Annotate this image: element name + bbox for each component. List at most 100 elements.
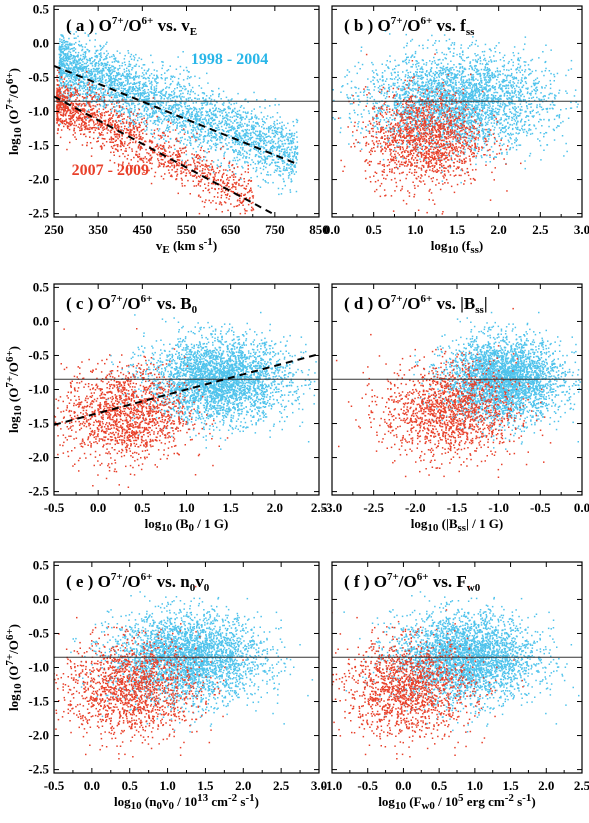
data-point bbox=[425, 83, 427, 86]
data-point bbox=[111, 86, 114, 89]
data-point bbox=[403, 60, 405, 63]
data-point bbox=[269, 116, 272, 119]
data-point bbox=[60, 76, 63, 79]
data-point bbox=[133, 59, 135, 61]
data-point bbox=[106, 73, 108, 75]
data-point bbox=[104, 80, 107, 82]
data-point bbox=[63, 104, 65, 106]
data-point bbox=[167, 155, 169, 158]
data-point bbox=[276, 156, 278, 159]
data-point bbox=[56, 78, 58, 81]
data-point bbox=[148, 94, 150, 97]
data-point bbox=[75, 37, 77, 39]
data-point bbox=[145, 78, 147, 80]
data-point bbox=[73, 61, 75, 64]
data-point bbox=[108, 79, 111, 81]
data-point bbox=[99, 113, 102, 115]
data-point bbox=[66, 125, 69, 127]
data-point bbox=[291, 140, 294, 142]
data-point bbox=[68, 109, 70, 112]
data-point bbox=[282, 145, 285, 147]
data-point bbox=[92, 61, 94, 63]
data-point bbox=[135, 90, 137, 92]
data-point bbox=[98, 128, 100, 130]
data-point bbox=[79, 65, 81, 67]
data-point bbox=[234, 135, 237, 138]
data-point bbox=[206, 121, 209, 124]
data-point bbox=[80, 113, 82, 116]
data-point bbox=[181, 115, 183, 117]
data-point bbox=[270, 127, 272, 129]
data-point bbox=[86, 93, 89, 95]
data-point bbox=[287, 139, 289, 142]
data-point bbox=[160, 101, 163, 104]
data-point bbox=[191, 136, 193, 138]
data-point bbox=[276, 168, 279, 170]
data-point bbox=[274, 124, 276, 126]
data-point bbox=[95, 32, 97, 35]
data-point bbox=[129, 125, 131, 128]
data-point bbox=[115, 109, 117, 111]
data-point bbox=[428, 73, 430, 75]
data-point bbox=[248, 137, 251, 139]
data-point bbox=[102, 101, 105, 104]
data-point bbox=[499, 59, 502, 61]
data-point bbox=[141, 72, 144, 74]
data-point bbox=[122, 153, 124, 155]
data-point bbox=[163, 164, 165, 166]
data-point bbox=[160, 162, 162, 165]
data-point bbox=[171, 91, 173, 93]
data-point bbox=[251, 195, 254, 197]
data-point bbox=[95, 76, 97, 78]
data-point bbox=[84, 52, 87, 54]
data-point bbox=[134, 123, 136, 125]
data-point bbox=[106, 126, 108, 128]
data-point bbox=[214, 109, 217, 111]
data-point bbox=[62, 115, 64, 117]
data-point bbox=[193, 126, 195, 129]
data-point bbox=[236, 156, 238, 159]
x-tick-label: 650 bbox=[221, 222, 241, 237]
data-point bbox=[247, 203, 250, 206]
data-point bbox=[271, 159, 274, 161]
data-point bbox=[112, 65, 114, 68]
data-point bbox=[135, 115, 138, 117]
data-point bbox=[88, 116, 91, 119]
data-point bbox=[255, 170, 257, 173]
data-point bbox=[191, 111, 193, 113]
data-point bbox=[200, 114, 202, 116]
data-point bbox=[270, 125, 272, 127]
data-point bbox=[67, 92, 69, 95]
data-point bbox=[154, 78, 156, 80]
data-point bbox=[183, 102, 186, 104]
data-point bbox=[179, 73, 181, 75]
data-point bbox=[204, 156, 207, 158]
data-point bbox=[75, 82, 77, 84]
data-point bbox=[80, 124, 83, 126]
data-point bbox=[239, 121, 242, 123]
data-point bbox=[70, 110, 72, 112]
data-point bbox=[244, 162, 246, 164]
data-point bbox=[140, 130, 142, 132]
data-point bbox=[157, 130, 160, 132]
data-point bbox=[57, 118, 59, 120]
data-point bbox=[58, 76, 61, 78]
data-point bbox=[160, 74, 163, 76]
data-point bbox=[82, 102, 85, 105]
data-point bbox=[181, 152, 183, 154]
data-point bbox=[206, 166, 208, 168]
data-point bbox=[113, 154, 115, 156]
data-point bbox=[197, 127, 199, 129]
data-point bbox=[247, 180, 250, 182]
data-point bbox=[69, 42, 71, 45]
data-point bbox=[65, 72, 67, 75]
data-point bbox=[251, 206, 253, 209]
data-point bbox=[64, 76, 66, 79]
data-point bbox=[58, 90, 60, 93]
data-point bbox=[208, 120, 210, 122]
data-point bbox=[122, 81, 125, 83]
data-point bbox=[181, 161, 183, 163]
data-point bbox=[292, 138, 294, 140]
data-point bbox=[129, 92, 131, 95]
data-point bbox=[150, 80, 153, 83]
